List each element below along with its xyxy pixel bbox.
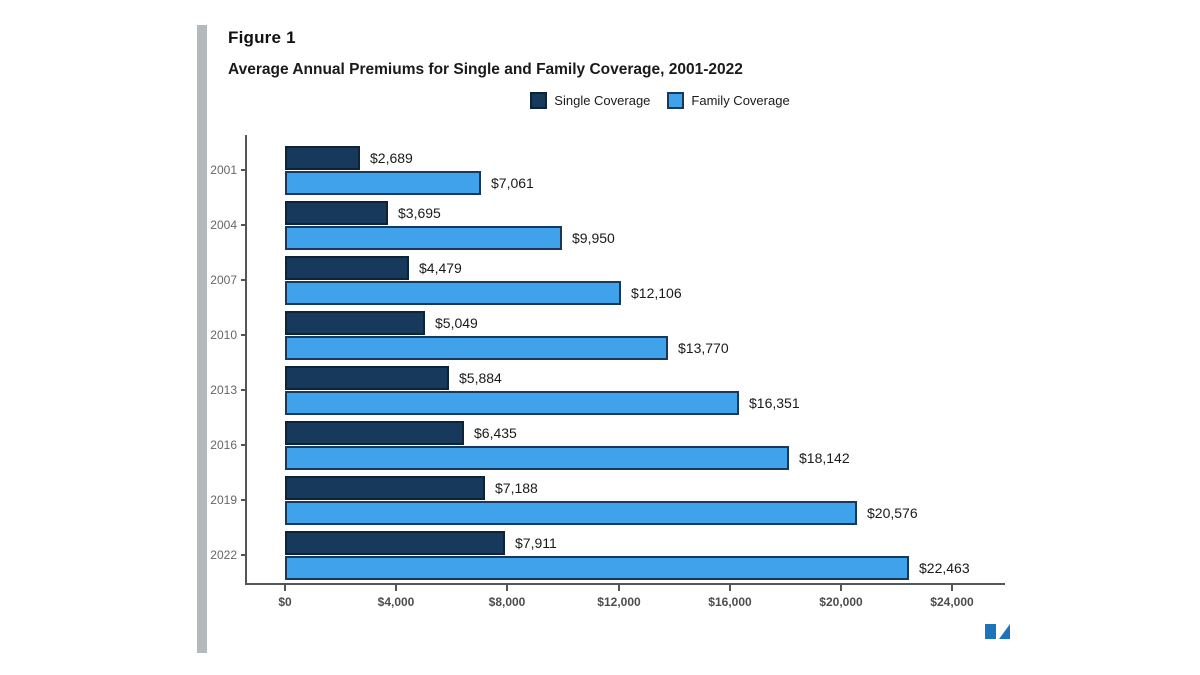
y-axis-label-2013: 2013	[210, 383, 237, 397]
legend-label-single-coverage: Single Coverage	[554, 93, 651, 108]
y-axis-tick-2019	[241, 499, 247, 501]
y-axis-tick-2022	[241, 554, 247, 556]
bar-single-2019	[285, 476, 485, 500]
x-axis-label-8000: $8,000	[488, 595, 526, 609]
bar-family-2004	[285, 226, 562, 250]
bar-single-2013	[285, 366, 449, 390]
y-axis-label-2022: 2022	[210, 548, 237, 562]
y-axis-label-2016: 2016	[210, 438, 237, 452]
x-axis-label-24000: $24,000	[930, 595, 974, 609]
y-axis-label-2004: 2004	[210, 218, 237, 232]
bar-value-label-family-2013: $16,351	[749, 395, 800, 411]
chart-title: Average Annual Premiums for Single and F…	[228, 61, 743, 78]
publisher-logo-mark	[985, 624, 1010, 639]
bar-value-label-family-2010: $13,770	[678, 340, 729, 356]
bar-value-label-single-2010: $5,049	[435, 315, 478, 331]
bar-value-label-single-2016: $6,435	[474, 425, 517, 441]
y-axis-label-2010: 2010	[210, 328, 237, 342]
legend-swatch-single-coverage	[530, 92, 548, 109]
bar-value-label-single-2004: $3,695	[398, 205, 441, 221]
x-axis-label-16000: $16,000	[708, 595, 752, 609]
bar-single-2022	[285, 531, 505, 555]
bar-single-2010	[285, 311, 425, 335]
x-axis-tick-16000	[729, 585, 731, 591]
y-axis-label-2007: 2007	[210, 273, 237, 287]
y-axis-tick-2013	[241, 389, 247, 391]
plot-area: 2001 $2,689 $7,061 2004 $3,695 $9,950 2007 $4,4…	[210, 135, 1005, 609]
bar-family-2007	[285, 281, 621, 305]
figure-label: Figure 1	[228, 28, 296, 47]
y-axis-tick-2010	[241, 334, 247, 336]
bar-family-2016	[285, 446, 789, 470]
bar-family-2013	[285, 391, 739, 415]
x-axis-tick-12000	[618, 585, 620, 591]
y-axis-tick-2007	[241, 279, 247, 281]
bar-family-2019	[285, 501, 857, 525]
bar-single-2016	[285, 421, 464, 445]
x-axis-label-0: $0	[278, 595, 292, 609]
x-axis-tick-8000	[506, 585, 508, 591]
bar-single-2001	[285, 146, 360, 170]
legend-label-family-coverage: Family Coverage	[691, 93, 790, 108]
x-axis-tick-0	[284, 585, 286, 591]
y-axis-tick-2001	[241, 169, 247, 171]
bar-family-2001	[285, 171, 481, 195]
bar-family-2010	[285, 336, 668, 360]
bar-single-2007	[285, 256, 409, 280]
left-accent-bar	[197, 25, 207, 653]
bar-value-label-single-2019: $7,188	[495, 480, 538, 496]
x-axis-tick-24000	[951, 585, 953, 591]
bar-value-label-single-2001: $2,689	[370, 150, 413, 166]
x-axis-label-12000: $12,000	[597, 595, 641, 609]
bar-value-label-family-2007: $12,106	[631, 285, 682, 301]
legend-swatch-family-coverage	[667, 92, 685, 109]
bar-value-label-single-2013: $5,884	[459, 370, 502, 386]
bar-value-label-family-2019: $20,576	[867, 505, 918, 521]
bar-value-label-family-2004: $9,950	[572, 230, 615, 246]
bar-family-2022	[285, 556, 909, 580]
chart-legend: Single Coverage Family Coverage	[280, 92, 1040, 109]
bar-single-2004	[285, 201, 388, 225]
x-axis-label-4000: $4,000	[377, 595, 415, 609]
bar-value-label-family-2001: $7,061	[491, 175, 534, 191]
x-axis-tick-4000	[395, 585, 397, 591]
x-axis-label-20000: $20,000	[819, 595, 863, 609]
y-axis-tick-2016	[241, 444, 247, 446]
bar-value-label-single-2022: $7,911	[515, 535, 557, 551]
bar-value-label-family-2022: $22,463	[919, 560, 970, 576]
y-axis-label-2001: 2001	[210, 163, 237, 177]
bar-value-label-single-2007: $4,479	[419, 260, 462, 276]
x-axis-tick-20000	[840, 585, 842, 591]
y-axis-tick-2004	[241, 224, 247, 226]
y-axis-label-2019: 2019	[210, 493, 237, 507]
bar-value-label-family-2016: $18,142	[799, 450, 850, 466]
